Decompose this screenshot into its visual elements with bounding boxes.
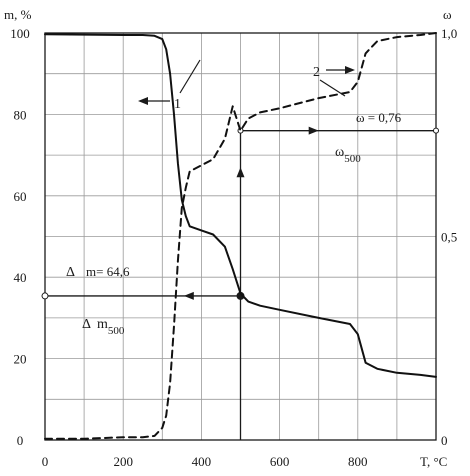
omega-value-label: ω = 0,76 (356, 110, 402, 125)
delta-m500-main: m (97, 317, 108, 332)
y-right-axis-label: ω (443, 7, 452, 22)
x-tick-label: 400 (192, 454, 212, 469)
omega500-label: ω500 (335, 145, 361, 165)
y-left-axis-label: m, % (4, 7, 32, 22)
intersection-point (236, 291, 245, 300)
y-left-tick-label: 0 (17, 433, 24, 448)
curve-1-label: 1 (174, 97, 181, 112)
x-tick-label: 600 (270, 454, 290, 469)
y-right-tick-label: 0,5 (441, 230, 457, 245)
omega500-main: ω (335, 145, 344, 160)
y-left-tick-label: 80 (14, 107, 27, 122)
y-right-tick-label: 0 (441, 433, 448, 448)
delta-m500-symbol: Δ (82, 317, 91, 332)
delta-m-symbol: Δ (66, 265, 75, 280)
y-left-tick-label: 100 (10, 26, 30, 41)
curve-2-leader (319, 79, 346, 97)
annotation-arrows (138, 59, 355, 105)
y-right-tick-label: 1,0 (441, 26, 457, 41)
y-left-tick-label: 40 (14, 270, 27, 285)
ticks: 0 200 400 600 800 0 20 40 60 80 100 0 0,5 1,0 (10, 26, 457, 469)
mass-arrowhead (183, 291, 194, 300)
x-tick-label: 0 (42, 454, 49, 469)
omega-arrowhead (308, 126, 319, 135)
series-line-2 (44, 32, 437, 440)
omega-marker-end (433, 127, 439, 134)
x-tick-label: 200 (113, 454, 133, 469)
delta-m-value-label: m= 64,6 (86, 264, 130, 279)
x-axis-label: T, °C (420, 454, 447, 469)
mass-marker-start (41, 292, 49, 300)
omega500-sub: 500 (344, 153, 361, 165)
series-line-1 (44, 33, 437, 378)
delta-m500-label: m500 (97, 317, 125, 337)
x-tick-label: 800 (348, 454, 368, 469)
y-left-tick-label: 60 (14, 189, 27, 204)
series (44, 32, 437, 440)
curve-2-label: 2 (313, 65, 320, 80)
delta-m500-sub: 500 (108, 325, 125, 337)
curve-1-arrowhead (138, 97, 148, 105)
y-left-tick-label: 20 (14, 352, 27, 367)
marker-lines (41, 126, 439, 440)
curve-1-leader (179, 59, 201, 94)
curve-2-arrowhead (345, 66, 355, 74)
vertical-arrowhead (236, 167, 245, 178)
